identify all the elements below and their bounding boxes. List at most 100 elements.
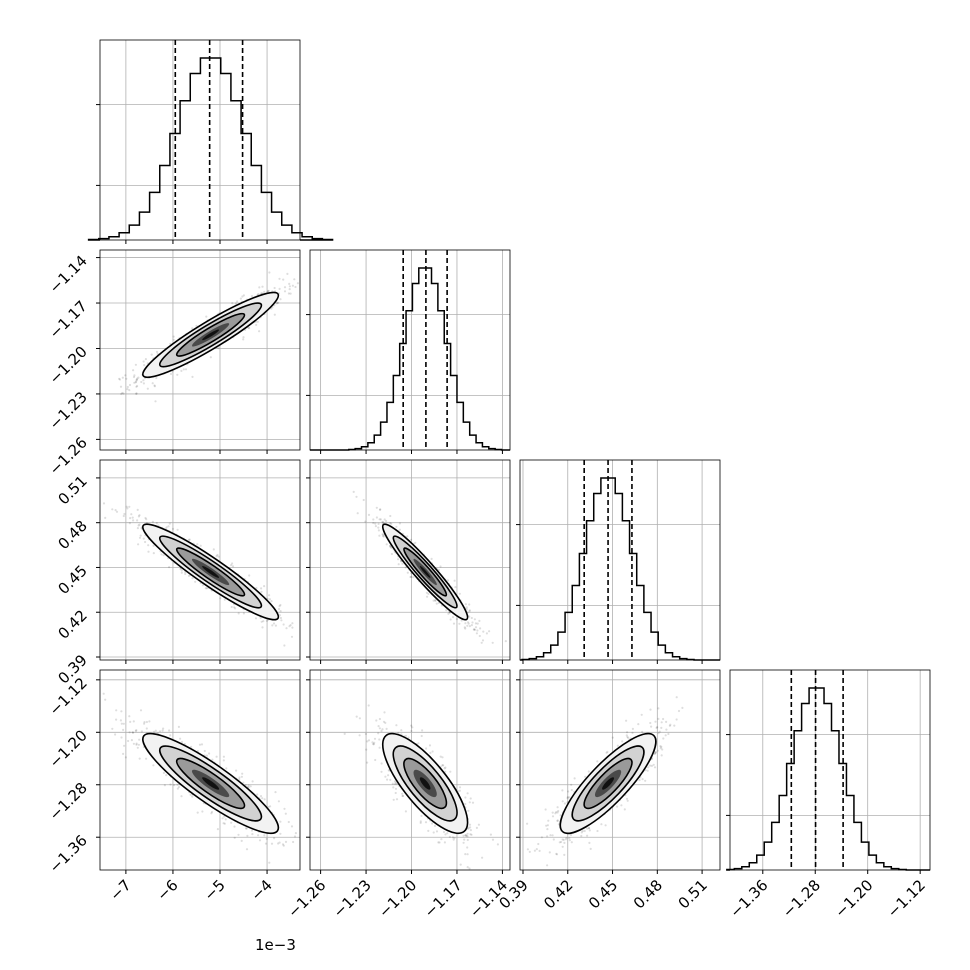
sample-point [287,292,290,295]
sample-point [120,722,123,725]
sample-point [144,516,147,520]
sample-point [409,575,412,579]
sample-point [142,537,145,540]
sample-point [458,786,462,789]
sample-point [662,717,665,721]
sample-point [355,715,358,718]
sample-point [153,384,156,387]
sample-point [205,315,208,318]
density-contour-5 [202,329,220,341]
sample-point [104,516,107,520]
sample-point [640,713,643,716]
sample-point [277,800,280,803]
sample-point [460,619,463,622]
sample-point [177,725,180,729]
sample-point [430,557,433,561]
sample-point [168,522,171,525]
sample-point [242,294,245,297]
sample-point [254,617,258,620]
sample-point [268,594,271,597]
sample-point [382,533,385,536]
sample-point [176,528,179,531]
sample-point [277,607,281,611]
sample-point [491,641,494,644]
sample-point [184,572,187,576]
sample-point [283,644,286,647]
sample-point [378,738,381,741]
sample-point [238,776,241,779]
sample-point [279,616,282,620]
sample-point [260,292,263,295]
sample-point [389,546,392,549]
histogram-step [726,687,930,871]
sample-point [468,610,471,613]
sample-point [139,534,142,537]
sample-point [258,330,261,333]
sample-point [414,541,417,544]
sample-point [626,731,629,734]
sample-point [132,369,135,372]
sample-point [234,302,237,305]
sample-point [187,574,191,578]
sample-point [247,784,250,787]
sample-point [102,692,105,695]
sample-point [412,576,415,579]
sample-point [466,624,469,627]
sample-point [119,719,122,722]
sample-point [165,774,168,777]
sample-point [449,770,452,773]
sample-point [440,838,443,841]
sample-point [464,796,467,799]
sample-point [111,508,114,511]
panel-frame [729,669,931,871]
sample-point [128,505,131,508]
histogram-panel-4 [726,669,931,871]
sample-point [279,298,282,301]
sample-point [278,605,281,608]
sample-point [179,567,182,571]
sample-point [136,508,139,511]
sample-point [377,526,380,529]
sample-point [233,836,236,839]
sample-point [155,376,158,380]
sample-point [265,837,268,841]
sample-point [402,794,405,798]
panel-frame [519,459,721,661]
sample-point [378,508,382,511]
sample-point [119,385,123,388]
sample-point [171,527,175,531]
sample-point [274,624,277,627]
sample-point [491,838,495,841]
sample-point [406,535,409,538]
sample-point [282,278,285,281]
sample-point [261,285,264,288]
sample-point [146,387,149,390]
sample-point [260,620,263,623]
sample-point [125,505,128,508]
sample-point [238,778,241,781]
sample-point [478,634,481,638]
sample-point [291,622,294,625]
sample-point [464,802,467,806]
sample-point [262,620,265,623]
sample-point [352,490,355,493]
sample-point [231,565,235,568]
sample-point [196,811,199,814]
sample-point [154,400,157,403]
sample-point [580,834,583,838]
sample-point [568,839,571,842]
sample-point [382,535,385,538]
sample-point [390,552,393,556]
sample-point [466,853,469,856]
scatter-panel-4-2 [309,669,511,871]
sample-point [135,729,138,732]
sample-point [280,619,283,622]
sample-point [288,625,291,628]
sample-point [443,767,446,770]
sample-point [449,618,452,621]
sample-point [432,831,435,834]
sample-point [466,866,469,869]
sample-point [472,628,475,631]
histogram-panel-3 [516,459,721,661]
sample-point [470,616,473,620]
